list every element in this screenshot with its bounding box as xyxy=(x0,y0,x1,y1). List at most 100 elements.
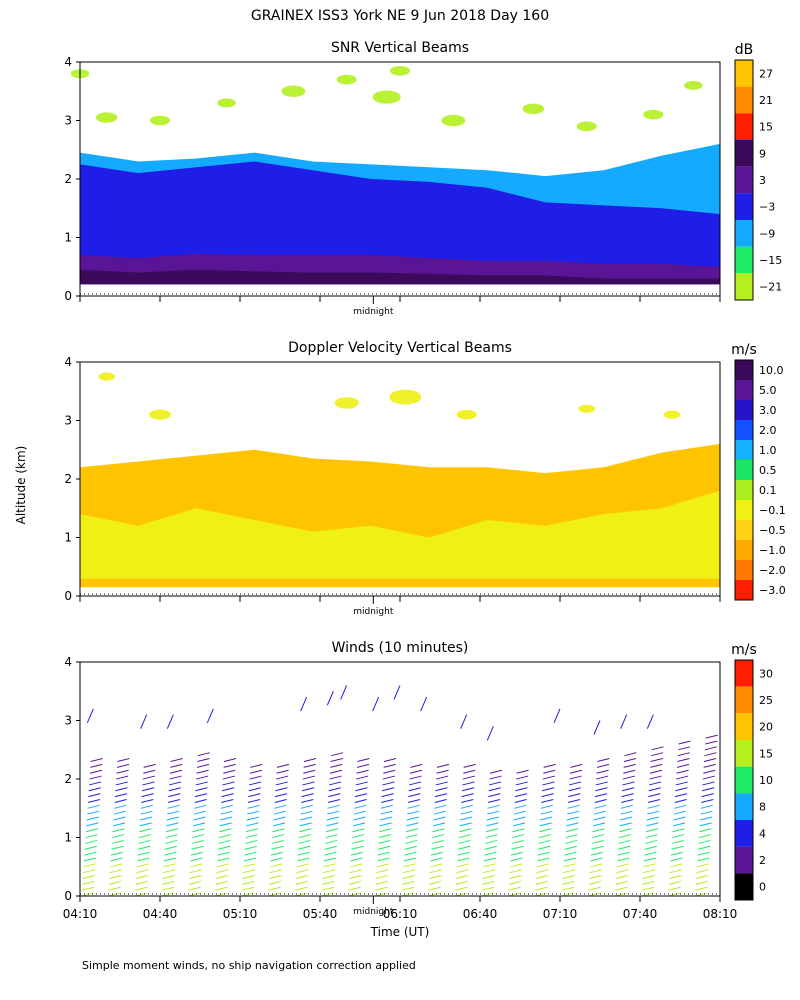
wind-barb xyxy=(86,708,94,723)
wind-barb xyxy=(594,793,608,798)
wind-barb xyxy=(116,769,129,774)
colorbar-tick-label: 1.0 xyxy=(759,444,777,457)
wind-barb xyxy=(650,758,663,763)
wind-barb xyxy=(169,775,182,780)
wind-barb xyxy=(460,714,468,729)
wind-barb xyxy=(216,869,229,874)
wind-barb xyxy=(678,740,691,745)
wind-barb xyxy=(112,822,126,827)
colorbar-segment xyxy=(735,660,753,687)
colorbar-segment xyxy=(735,560,753,580)
wind-barb xyxy=(164,845,177,850)
wind-barb xyxy=(354,798,367,803)
wind-barb xyxy=(486,816,499,821)
wind-barb xyxy=(568,793,581,798)
colorbar-tick-label: 4 xyxy=(759,827,766,840)
wind-barb xyxy=(249,769,263,774)
wind-barb xyxy=(704,752,717,757)
wind-barb xyxy=(648,787,661,792)
wind-barb xyxy=(675,781,688,786)
wind-barb xyxy=(248,793,261,798)
wind-barb xyxy=(541,798,554,803)
y-tick-label: 3 xyxy=(64,114,72,128)
wind-barb xyxy=(642,875,655,880)
wind-barb xyxy=(270,851,284,856)
colorbar-segment xyxy=(735,500,753,520)
wind-barb xyxy=(357,758,370,763)
wind-barb xyxy=(407,810,420,815)
wind-barb xyxy=(115,787,128,792)
colorbar-tick-label: 3 xyxy=(759,174,766,187)
wind-barb xyxy=(596,763,610,768)
wind-barb xyxy=(463,769,476,774)
wind-barb xyxy=(220,810,233,815)
wind-barb xyxy=(88,787,101,792)
wind-barb xyxy=(508,886,521,891)
wind-barb xyxy=(139,822,152,827)
wind-barb xyxy=(404,845,417,850)
wind-barb xyxy=(647,810,660,815)
wind-barb xyxy=(566,816,579,821)
wind-barb xyxy=(535,880,548,885)
x-tick-label: 04:40 xyxy=(143,907,178,921)
wind-barb xyxy=(538,834,551,839)
wind-barb xyxy=(350,851,364,856)
wind-barb xyxy=(378,839,391,844)
wind-barb xyxy=(588,886,601,891)
wind-barb xyxy=(355,787,368,792)
wind-barb xyxy=(644,851,657,856)
wind-barb xyxy=(407,804,420,809)
wind-barb xyxy=(89,769,103,774)
wind-barb xyxy=(540,810,553,815)
wind-barb xyxy=(615,875,629,880)
wind-barb xyxy=(510,857,523,862)
x-tick-label: 06:10 xyxy=(383,907,418,921)
wind-barb xyxy=(88,793,101,798)
doppler-panel: Doppler Velocity Vertical Beams m/s 0 1 2 3 4 m… xyxy=(64,340,785,617)
wind-barb xyxy=(272,834,285,839)
wind-barb xyxy=(301,787,315,792)
wind-barb xyxy=(85,834,98,839)
wind-barb xyxy=(206,708,214,723)
wind-barb xyxy=(651,746,664,751)
wind-barb xyxy=(432,834,445,839)
wind-barb xyxy=(82,880,95,885)
wind-barb xyxy=(488,793,501,798)
wind-barb xyxy=(90,763,103,768)
echo-patch xyxy=(390,65,410,76)
wind-barb xyxy=(221,798,234,803)
wind-barb xyxy=(219,822,232,827)
wind-barb xyxy=(697,851,710,856)
colorbar-segment xyxy=(735,273,753,300)
wind-barb xyxy=(408,787,421,792)
wind-barb xyxy=(82,875,95,880)
wind-barb xyxy=(591,845,604,850)
wind-barb xyxy=(271,839,284,844)
wind-barb xyxy=(512,828,525,833)
wind-barb xyxy=(247,810,260,815)
wind-barb xyxy=(269,875,282,880)
wind-barb xyxy=(701,798,714,803)
wind-barb xyxy=(142,775,155,780)
colorbar-segment xyxy=(735,166,753,194)
wind-barb xyxy=(487,804,500,809)
wind-barb xyxy=(646,822,659,827)
wind-barb xyxy=(327,810,340,815)
wind-barb xyxy=(567,798,581,803)
wind-barb xyxy=(674,798,687,803)
wind-barb xyxy=(695,886,708,891)
wind-barb xyxy=(139,816,153,821)
chart-title: Doppler Velocity Vertical Beams xyxy=(288,340,512,356)
wind-barb xyxy=(275,781,288,786)
wind-barb xyxy=(539,822,552,827)
wind-barb xyxy=(535,875,549,880)
wind-barb xyxy=(589,875,602,880)
wind-barb xyxy=(162,880,175,885)
wind-barb xyxy=(268,886,281,891)
wind-barb xyxy=(114,798,127,803)
wind-barb xyxy=(668,880,682,885)
wind-barb xyxy=(672,834,685,839)
wind-barb xyxy=(218,834,231,839)
wind-barb xyxy=(407,798,421,803)
